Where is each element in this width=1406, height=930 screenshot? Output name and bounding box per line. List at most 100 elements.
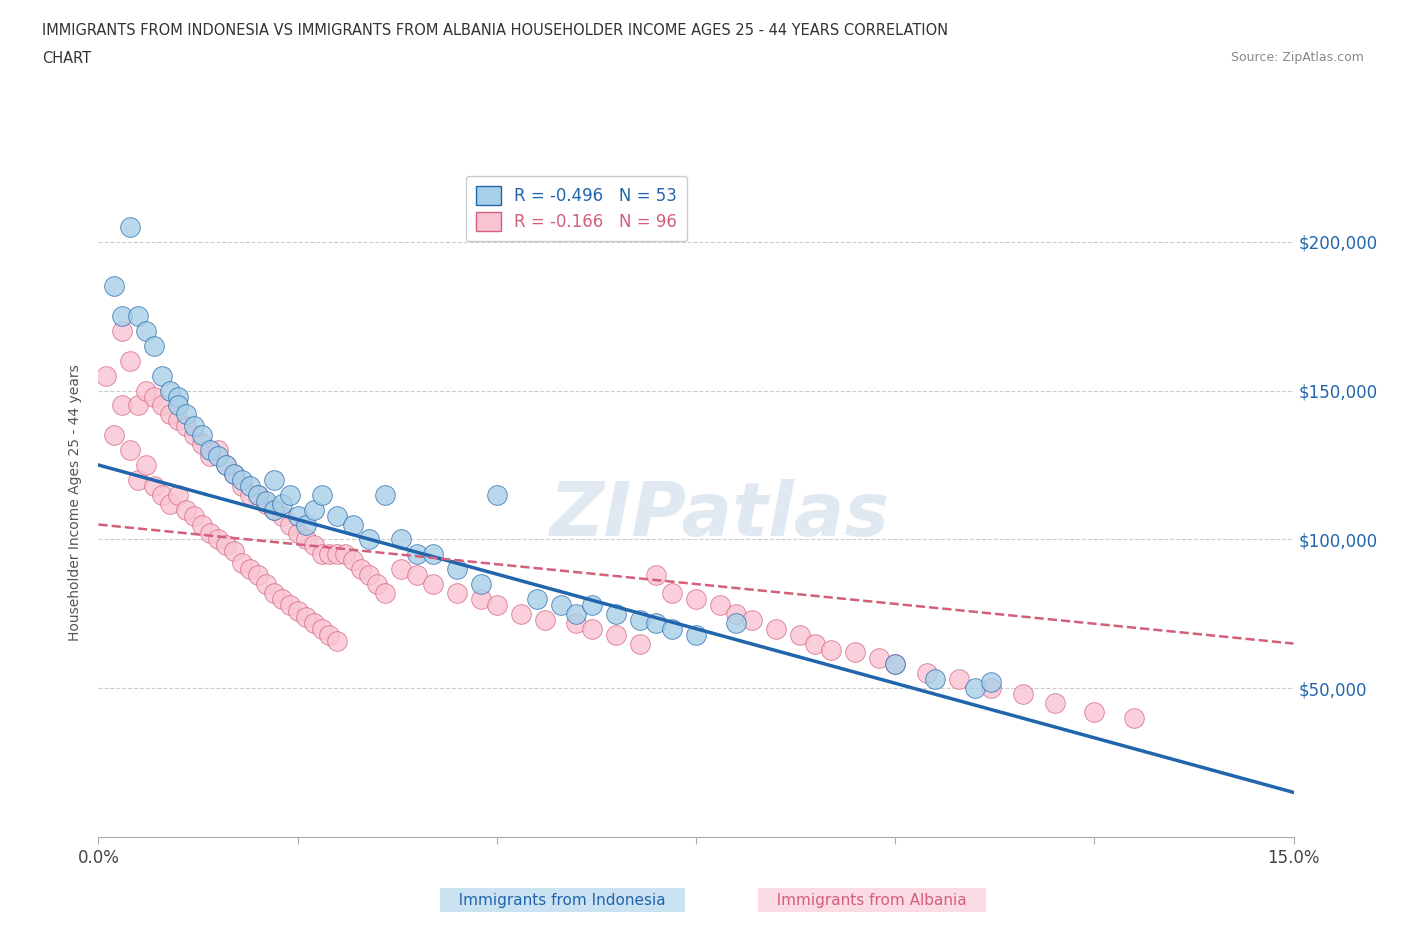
Point bbox=[884, 657, 907, 671]
Text: ZIPatlas: ZIPatlas bbox=[550, 479, 890, 552]
Point bbox=[135, 458, 157, 472]
Point bbox=[685, 627, 707, 642]
Point bbox=[111, 309, 134, 324]
Point bbox=[120, 443, 142, 458]
Point bbox=[868, 651, 890, 666]
Point bbox=[263, 586, 285, 601]
Point bbox=[263, 502, 285, 517]
Point bbox=[485, 597, 508, 612]
Text: CHART: CHART bbox=[42, 51, 91, 66]
Point bbox=[350, 562, 373, 577]
Point bbox=[127, 472, 149, 487]
Point bbox=[191, 428, 214, 443]
Point bbox=[374, 586, 396, 601]
Point bbox=[263, 502, 285, 517]
Point bbox=[159, 497, 181, 512]
Point bbox=[103, 428, 125, 443]
Point bbox=[326, 547, 349, 562]
Point bbox=[143, 339, 166, 353]
Legend: R = -0.496   N = 53, R = -0.166   N = 96: R = -0.496 N = 53, R = -0.166 N = 96 bbox=[465, 176, 688, 241]
Point bbox=[287, 604, 309, 618]
Point bbox=[1083, 705, 1105, 720]
Point bbox=[167, 487, 190, 502]
Text: IMMIGRANTS FROM INDONESIA VS IMMIGRANTS FROM ALBANIA HOUSEHOLDER INCOME AGES 25 : IMMIGRANTS FROM INDONESIA VS IMMIGRANTS … bbox=[42, 23, 948, 38]
Point bbox=[963, 681, 986, 696]
Point bbox=[820, 642, 842, 657]
Point bbox=[246, 567, 269, 582]
Text: Immigrants from Indonesia: Immigrants from Indonesia bbox=[444, 893, 681, 908]
Point bbox=[111, 324, 134, 339]
Point bbox=[1011, 686, 1033, 701]
Point bbox=[311, 621, 333, 636]
Point bbox=[254, 577, 277, 591]
Point bbox=[239, 478, 262, 493]
Point bbox=[270, 508, 292, 523]
Point bbox=[550, 597, 572, 612]
Point bbox=[167, 389, 190, 404]
Point bbox=[581, 621, 603, 636]
Point bbox=[446, 586, 468, 601]
Text: Source: ZipAtlas.com: Source: ZipAtlas.com bbox=[1230, 51, 1364, 64]
Point bbox=[174, 407, 197, 422]
Point bbox=[239, 562, 262, 577]
Point bbox=[207, 448, 229, 463]
Point bbox=[222, 467, 245, 482]
Point bbox=[183, 428, 205, 443]
Point bbox=[470, 577, 492, 591]
Point bbox=[335, 547, 357, 562]
Point bbox=[359, 567, 381, 582]
Point bbox=[246, 487, 269, 502]
Point bbox=[318, 547, 340, 562]
Point bbox=[159, 383, 181, 398]
Point bbox=[422, 547, 444, 562]
Point bbox=[294, 517, 316, 532]
Point bbox=[446, 562, 468, 577]
Point bbox=[980, 675, 1002, 690]
Point bbox=[318, 627, 340, 642]
Point bbox=[143, 389, 166, 404]
Point bbox=[302, 538, 325, 552]
Point bbox=[270, 591, 292, 606]
Point bbox=[239, 487, 262, 502]
Point bbox=[167, 413, 190, 428]
Point bbox=[948, 671, 970, 686]
Point bbox=[96, 368, 118, 383]
Point bbox=[326, 508, 349, 523]
Point bbox=[526, 591, 548, 606]
Point bbox=[198, 448, 221, 463]
Point bbox=[198, 526, 221, 541]
Point bbox=[406, 547, 429, 562]
Point bbox=[628, 612, 651, 627]
Point bbox=[150, 487, 173, 502]
Y-axis label: Householder Income Ages 25 - 44 years: Householder Income Ages 25 - 44 years bbox=[69, 364, 83, 641]
Point bbox=[645, 616, 668, 631]
Point bbox=[661, 586, 683, 601]
Point bbox=[565, 606, 588, 621]
Point bbox=[709, 597, 731, 612]
Point bbox=[254, 493, 277, 508]
Point bbox=[765, 621, 787, 636]
Point bbox=[509, 606, 531, 621]
Point bbox=[254, 497, 277, 512]
Point bbox=[628, 636, 651, 651]
Point bbox=[980, 681, 1002, 696]
Point bbox=[287, 508, 309, 523]
Point bbox=[278, 597, 301, 612]
Point bbox=[103, 279, 125, 294]
Point bbox=[231, 478, 253, 493]
Point bbox=[222, 467, 245, 482]
Point bbox=[215, 458, 238, 472]
Point bbox=[167, 398, 190, 413]
Point bbox=[174, 418, 197, 433]
Point bbox=[174, 502, 197, 517]
Point bbox=[470, 591, 492, 606]
Point bbox=[143, 478, 166, 493]
Point bbox=[359, 532, 381, 547]
Point bbox=[215, 458, 238, 472]
Point bbox=[485, 487, 508, 502]
Point bbox=[1123, 711, 1146, 725]
Point bbox=[111, 398, 134, 413]
Point bbox=[685, 591, 707, 606]
Point bbox=[270, 497, 292, 512]
Point bbox=[366, 577, 388, 591]
